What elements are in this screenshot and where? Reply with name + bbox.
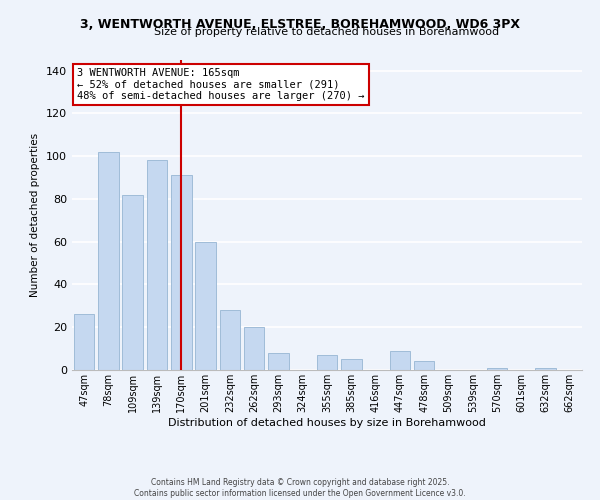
Text: Contains HM Land Registry data © Crown copyright and database right 2025.
Contai: Contains HM Land Registry data © Crown c… bbox=[134, 478, 466, 498]
Y-axis label: Number of detached properties: Number of detached properties bbox=[31, 133, 40, 297]
Bar bbox=[171, 176, 191, 370]
Bar bbox=[146, 160, 167, 370]
Bar bbox=[220, 310, 240, 370]
Bar bbox=[389, 351, 410, 370]
Bar bbox=[341, 360, 362, 370]
Bar bbox=[268, 353, 289, 370]
Bar bbox=[487, 368, 508, 370]
Bar bbox=[195, 242, 216, 370]
Bar bbox=[122, 194, 143, 370]
Bar bbox=[98, 152, 119, 370]
Title: Size of property relative to detached houses in Borehamwood: Size of property relative to detached ho… bbox=[154, 27, 500, 37]
Text: 3, WENTWORTH AVENUE, ELSTREE, BOREHAMWOOD, WD6 3PX: 3, WENTWORTH AVENUE, ELSTREE, BOREHAMWOO… bbox=[80, 18, 520, 30]
Bar bbox=[317, 355, 337, 370]
Text: 3 WENTWORTH AVENUE: 165sqm
← 52% of detached houses are smaller (291)
48% of sem: 3 WENTWORTH AVENUE: 165sqm ← 52% of deta… bbox=[77, 68, 365, 101]
Bar bbox=[414, 362, 434, 370]
X-axis label: Distribution of detached houses by size in Borehamwood: Distribution of detached houses by size … bbox=[168, 418, 486, 428]
Bar bbox=[74, 314, 94, 370]
Bar bbox=[535, 368, 556, 370]
Bar bbox=[244, 327, 265, 370]
